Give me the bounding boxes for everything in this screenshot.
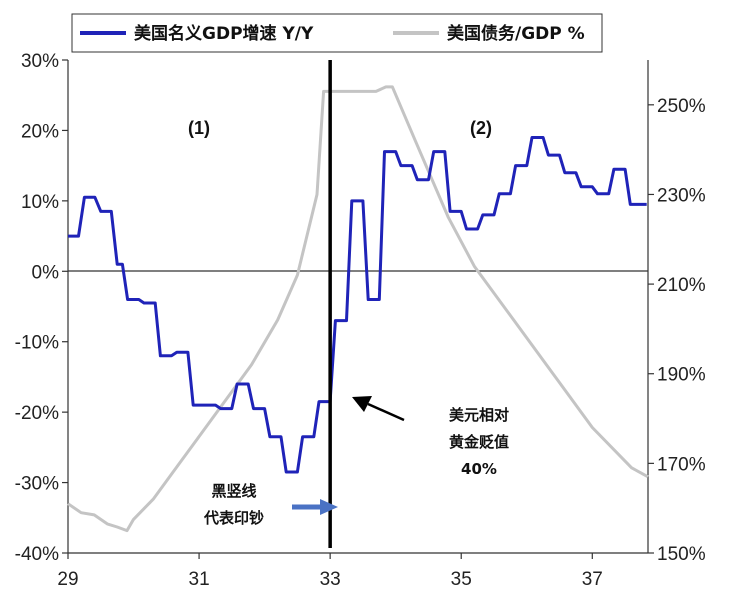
devaluation-arrow-head (352, 396, 372, 412)
x-tick-label: 29 (57, 569, 78, 590)
x-tick-label: 37 (582, 569, 603, 590)
left-tick-label: -10% (15, 333, 59, 354)
left-tick-label: 30% (21, 51, 59, 72)
region-label-2: (2) (470, 118, 492, 138)
x-tick-label: 33 (320, 569, 341, 590)
left-tick-label: 10% (21, 192, 59, 213)
right-tick-label: 190% (657, 365, 706, 386)
legend-label-debt-gdp: 美国债务/GDP % (447, 23, 585, 44)
devaluation-text-line2: 黄金贬值 (449, 433, 509, 451)
left-tick-label: -30% (15, 474, 59, 495)
left-tick-label: -40% (15, 544, 59, 565)
x-axis-ticks: 29 31 33 35 37 (57, 553, 603, 590)
series-layer (67, 85, 649, 533)
devaluation-text-line1: 美元相对 (449, 406, 509, 424)
left-tick-label: -20% (15, 403, 59, 424)
right-tick-label: 150% (657, 544, 706, 565)
left-axis-ticks: 30% 20% 10% 0% -10% -20% -30% -40% (15, 51, 68, 565)
right-tick-label: 210% (657, 275, 706, 296)
left-tick-label: 0% (32, 262, 60, 283)
money-printing-annotation: 黑竖线 代表印钞 (203, 482, 338, 527)
devaluation-text-line3: 40% (461, 460, 497, 478)
series-line-debt-gdp (67, 85, 649, 533)
legend-box (71, 13, 603, 53)
right-tick-label: 250% (657, 96, 706, 117)
x-tick-label: 31 (189, 569, 210, 590)
right-tick-label: 230% (657, 185, 706, 206)
devaluation-arrow-shaft (367, 402, 405, 422)
money-printing-text-line1: 黑竖线 (211, 482, 256, 500)
x-tick-label: 35 (451, 569, 472, 590)
legend-label-gdp-growth: 美国名义GDP增速 Y/Y (134, 23, 314, 44)
left-tick-label: 20% (21, 121, 59, 142)
legend: 美国名义GDP增速 Y/Y 美国债务/GDP % (71, 13, 603, 53)
right-axis-ticks: 250% 230% 210% 190% 170% 150% (648, 96, 706, 565)
right-tick-label: 170% (657, 454, 706, 475)
region-label-1: (1) (188, 118, 210, 138)
series-line-gdp-growth (68, 136, 647, 474)
devaluation-annotation: 美元相对 黄金贬值 40% (352, 396, 509, 478)
plot-frame (67, 60, 649, 554)
money-printing-text-line2: 代表印钞 (203, 509, 264, 527)
money-printing-arrow-head (320, 499, 338, 515)
